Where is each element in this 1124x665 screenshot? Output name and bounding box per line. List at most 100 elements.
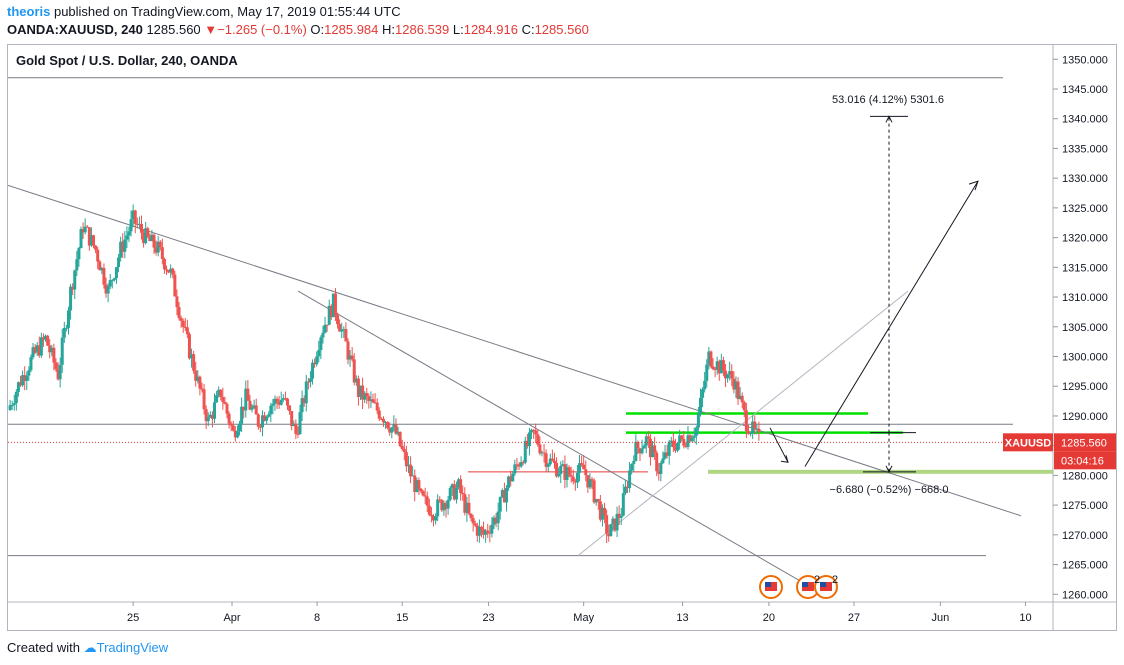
symbol-badge-label: XAUUSD [1005,437,1052,449]
candle-body [557,474,561,477]
symbol-label: OANDA:XAUUSD, 240 [7,22,143,37]
time-tick-label: 25 [127,612,139,624]
candle-body [552,460,556,464]
candle-body [146,228,150,237]
candle-body [475,525,479,536]
candle-body [135,223,139,225]
candle-body [248,400,252,410]
candle-body [106,286,110,294]
tradingview-logo-icon[interactable]: ☁ [83,640,97,655]
candle-body [738,395,742,399]
candle-body [538,444,542,454]
candle-body [83,226,87,233]
candle-body [206,417,210,422]
candle-body [619,515,623,518]
candle-body [742,402,746,411]
projection-arrow [804,180,979,467]
author-name[interactable]: theoris [7,4,51,19]
candle-body [304,381,308,404]
tradingview-link[interactable]: TradingView [96,640,169,655]
candle-body [680,435,684,440]
price-tick-label: 1300.000 [1062,351,1108,363]
time-tick-label: 23 [482,612,494,624]
candle-body [267,414,271,417]
candle-body [183,326,187,328]
candle-body [175,296,179,308]
candle-body [313,362,317,365]
candle-body [196,376,200,381]
candle-body [233,430,237,438]
price-chart[interactable]: 1260.000 1265.000 1270.000 1275.000 1280.000… [7,45,1116,630]
candle-body [81,229,85,233]
candle-body [578,463,582,473]
chart-panel[interactable]: 1260.000 1265.000 1270.000 1275.000 1280.000… [7,44,1117,631]
candle-body [39,337,43,356]
price-badge [1054,433,1116,452]
candle-body [744,410,748,432]
published-text: published on TradingView.com, May 17, 20… [53,4,401,19]
candle-body [713,368,717,370]
candle-body [505,487,509,503]
candle-body [746,431,750,434]
candle-body [346,341,350,360]
candle-body [352,359,356,383]
candle-body [419,488,423,492]
candle-body [638,448,642,454]
candle-body [648,438,652,458]
candle-body [603,507,607,516]
candle-body [150,234,154,242]
arrow-head-icon [885,115,893,123]
candle-body [225,403,229,414]
candle-body [277,401,281,405]
price-tick-label: 1335.000 [1062,143,1108,155]
candle-body [757,428,761,432]
candle-body [252,405,256,408]
candle-body [96,249,100,262]
candle-body [409,464,413,477]
candle-body [534,430,538,435]
candle-body [676,443,680,451]
candle-body [254,405,258,415]
candle-body [231,425,235,431]
candle-body [719,360,723,374]
candle-body [600,507,604,520]
candle-body [371,399,375,403]
candle-body [200,388,204,390]
candle-body [148,236,152,242]
candle-body [125,235,129,240]
candle-body [450,484,454,489]
candle-body [350,355,354,360]
candle-body [300,398,304,413]
candle-body [323,324,327,333]
candle-body [210,414,214,419]
countdown-badge [1054,451,1116,470]
candle-body [235,431,239,438]
candle-body [333,293,337,316]
candle-body [500,490,504,497]
candle-body [240,406,244,424]
candle-body [642,445,646,449]
candle-body [373,402,377,404]
candle-body [169,268,173,273]
candle-body [621,493,625,516]
candle-body [404,452,408,467]
candle-body [202,389,206,410]
candle-body [379,418,383,420]
candle-body [632,460,636,465]
candle-body [137,223,141,225]
price-tick-label: 1315.000 [1062,262,1108,274]
candle-body [367,396,371,401]
candle-body [227,413,231,424]
candle-body [329,305,333,318]
candle-body [580,463,584,465]
candle-body [156,241,160,253]
candle-body [657,471,661,474]
candle-body [162,258,166,270]
symbol-badge [1003,433,1053,452]
candle-body [338,324,342,332]
candle-body [452,484,456,500]
candle-body [269,405,273,415]
candle-body [12,403,16,405]
candle-body [250,407,254,410]
candle-body [273,398,277,404]
